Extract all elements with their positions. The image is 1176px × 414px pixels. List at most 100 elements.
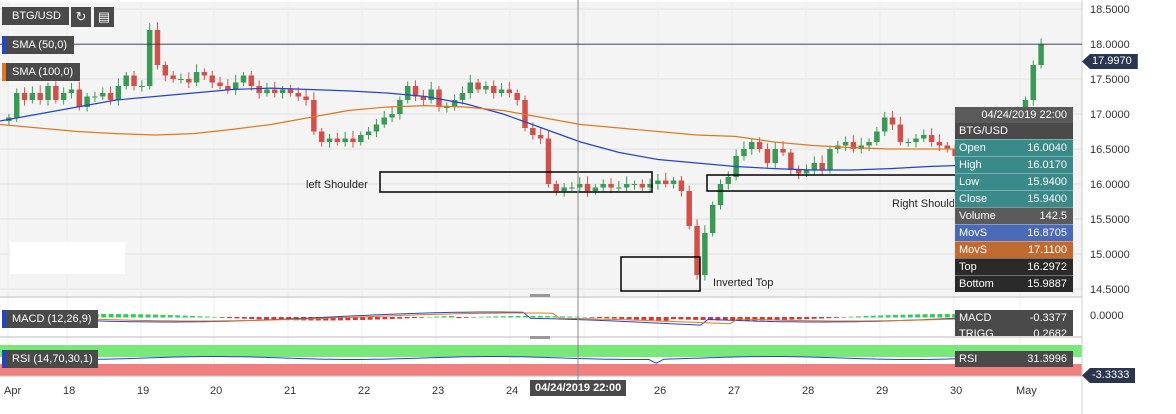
macd-tag[interactable]: MACD (12,26,9) [2,310,98,328]
ohlc-row: Low 15.9400 [955,173,1073,190]
candle [936,134,943,152]
macd-bar [537,316,543,318]
candle [225,79,231,95]
candle [741,141,747,161]
ohlc-row-value: 15.9400 [1027,176,1067,188]
candle [686,185,692,230]
y-tick-label: 17.0000 [1090,109,1130,121]
macd-axis-label: 0.0000 [1090,310,1124,322]
macd-bar [360,317,366,320]
candle [287,84,294,97]
rsi-readout: RSI 31.3996 [955,351,1073,367]
candle [561,182,567,197]
candle [788,149,794,175]
candle [514,89,520,106]
symbol-tag[interactable]: BTG/USD [2,7,69,25]
macd-bar [204,316,210,318]
rsi-readout-value: 31.3996 [1027,353,1067,365]
macd-bar [789,317,795,320]
sma100-tag[interactable]: SMA (100,0) [2,63,80,81]
macd-bar [345,317,351,321]
candle [483,81,489,95]
macd-bar [375,317,380,320]
ohlc-row-key: Open [959,142,986,154]
candle [84,93,90,112]
candle [623,176,630,193]
macd-bar [241,317,247,319]
indicator-icon[interactable]: ▤ [94,7,114,27]
macd-bar [915,314,921,318]
ohlc-row-key: Volume [959,210,996,222]
candle [334,132,341,146]
candle [186,72,192,89]
macd-bar [264,317,269,320]
candle [272,81,278,98]
ohlc-row-key: Top [959,261,977,273]
macd-bar [848,316,854,318]
macd-bar [597,317,602,318]
resize-handle [530,336,550,339]
candle [358,131,364,146]
axes: 18.5000 18.0000 17.5000 17.0000 16.5000 16.00… [0,0,1130,414]
ohlc-row: Bottom 15.9887 [955,275,1073,292]
candle [795,165,802,180]
macd-bar [863,316,869,318]
macd-bar [567,316,573,318]
ohlc-row-key: MovS [959,244,988,256]
candle [545,130,552,188]
candle [209,70,215,89]
candle [905,138,911,147]
candle [600,179,606,193]
macd-bar [560,316,565,318]
candle [944,142,950,153]
macd-bar [907,314,913,318]
refresh-icon[interactable]: ↻ [71,7,91,27]
x-tick-label: 27 [728,385,740,397]
macd-bar [234,317,240,319]
inverted-top-box [620,256,701,292]
macd-bar [611,317,617,319]
candle [663,172,669,188]
macd-bar [759,317,765,321]
y-tick-label: 17.5000 [1090,74,1130,86]
candle [655,173,661,190]
macd-bar [212,316,218,318]
candle [913,133,919,148]
ohlc-row-value: 16.8705 [1027,227,1067,239]
ohlc-row-value: 142.5 [1039,210,1067,222]
macd-bar [108,314,114,318]
macd-bar [944,314,950,318]
macd-bar [419,317,425,318]
macd-bar [745,317,750,321]
candle [498,82,505,97]
candle [866,138,872,152]
macd-bar [197,316,203,318]
x-tick-label: 21 [284,385,296,397]
sma50-tag[interactable]: SMA (50,0) [2,36,74,54]
macd-bar [796,317,802,320]
macd-readout-label: MACD [959,312,992,324]
candle [717,179,724,210]
macd-bar [582,316,588,318]
macd-bar [678,317,684,320]
macd-bar [175,315,181,318]
macd-bar [478,316,484,318]
macd-bar [434,316,440,318]
candle [76,81,83,111]
macd-bar [471,317,477,318]
trigger-line [4,312,1034,325]
right-shoulder-label: Right Shoulder [892,198,954,210]
candle [256,80,262,99]
candle [616,180,622,191]
candle [584,176,591,197]
macd-bar [700,317,706,321]
candle [170,70,176,83]
macd-bar [715,317,721,321]
candle [694,219,700,280]
candle [404,81,411,104]
macd-bar [952,314,958,318]
rsi-tag[interactable]: RSI (14,70,30,1) [2,350,98,368]
macd-bar [693,317,699,320]
ohlc-row: MovS 16.8705 [955,224,1073,241]
